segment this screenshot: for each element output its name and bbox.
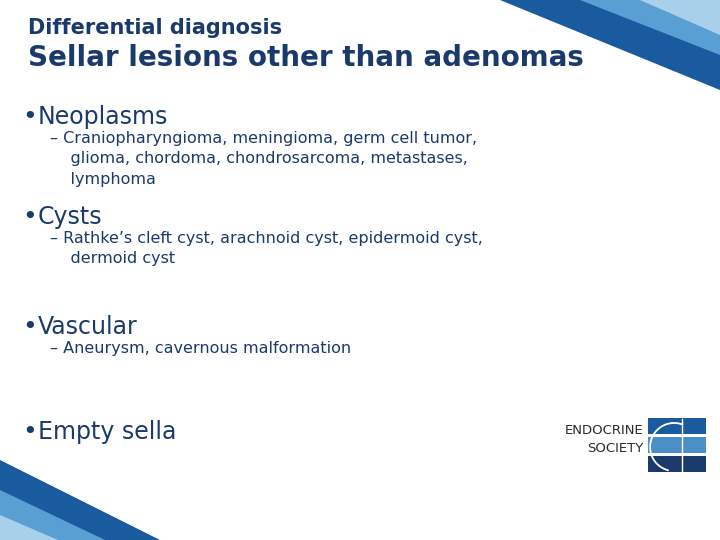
Bar (648, 456, 706, 472)
Text: Neoplasms: Neoplasms (38, 105, 168, 129)
Text: SOCIETY: SOCIETY (587, 442, 643, 455)
Text: •: • (22, 420, 37, 444)
Text: Differential diagnosis: Differential diagnosis (28, 18, 282, 38)
Text: Cysts: Cysts (38, 205, 103, 229)
Polygon shape (580, 0, 720, 55)
Text: ENDOCRINE: ENDOCRINE (564, 424, 643, 437)
Text: •: • (22, 205, 37, 229)
Text: – Aneurysm, cavernous malformation: – Aneurysm, cavernous malformation (50, 341, 351, 356)
Text: •: • (22, 315, 37, 339)
Polygon shape (500, 0, 720, 90)
Text: Vascular: Vascular (38, 315, 138, 339)
Text: Sellar lesions other than adenomas: Sellar lesions other than adenomas (28, 44, 584, 72)
Polygon shape (0, 490, 105, 540)
Text: Empty sella: Empty sella (38, 420, 176, 444)
Text: •: • (22, 105, 37, 129)
Polygon shape (0, 460, 160, 540)
Polygon shape (640, 0, 720, 35)
Bar (648, 437, 706, 453)
Polygon shape (0, 515, 58, 540)
Text: – Rathke’s cleft cyst, arachnoid cyst, epidermoid cyst,
    dermoid cyst: – Rathke’s cleft cyst, arachnoid cyst, e… (50, 231, 483, 266)
Text: – Craniopharyngioma, meningioma, germ cell tumor,
    glioma, chordoma, chondros: – Craniopharyngioma, meningioma, germ ce… (50, 131, 477, 187)
Bar (648, 418, 706, 434)
